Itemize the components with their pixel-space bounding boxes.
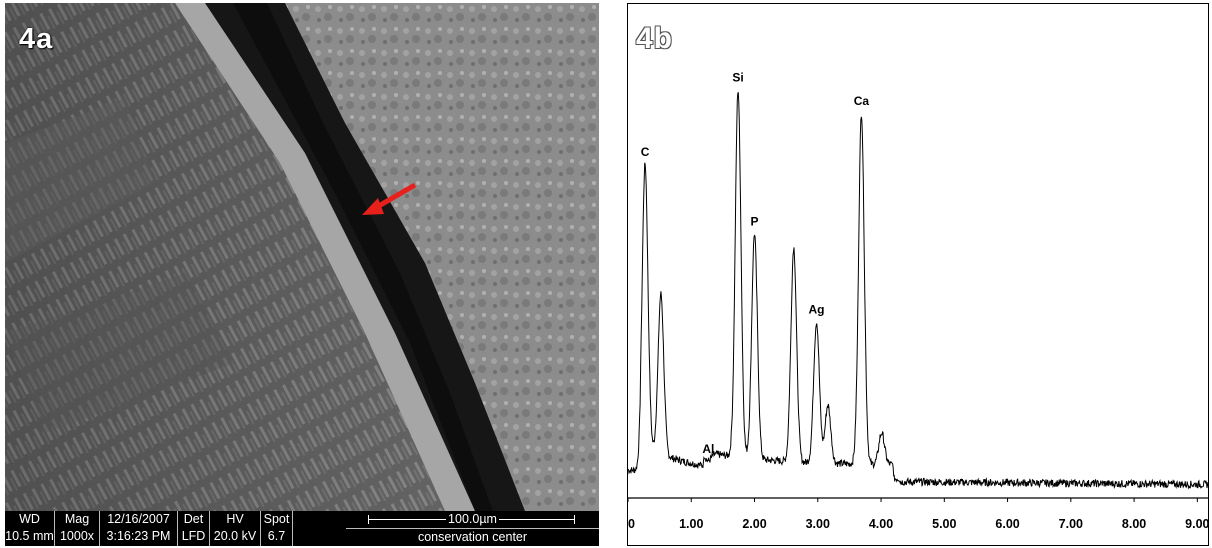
peak-label-ca: Ca	[854, 94, 870, 108]
sem-micrograph-image	[5, 3, 599, 511]
pointer-arrow-head	[362, 198, 384, 215]
spectrum-trace	[628, 92, 1208, 490]
databar-wd: WD 10.5 mm	[5, 511, 55, 546]
databar-date: 12/16/2007 3:16:23 PM	[100, 511, 178, 546]
sem-micrograph-panel: 4a WD 10.5 mm Mag 1000x 12/16/2007 3:16:23 …	[5, 3, 599, 546]
x-tick-label: 1.00	[679, 517, 703, 531]
scale-bar: 100.0µm conservation center	[346, 511, 599, 546]
x-tick-label: 9.00	[1185, 517, 1209, 531]
x-tick-label: 8.00	[1122, 517, 1146, 531]
panel-label-4b: 4b	[636, 22, 674, 55]
sem-info-bar: WD 10.5 mm Mag 1000x 12/16/2007 3:16:23 PM …	[5, 511, 599, 546]
peak-label-p: P	[751, 215, 759, 229]
eds-spectrum-panel: 00 1.00 2.00 3.00 4.00 5.00 6.00 7.00 8.00 9.00 C…	[627, 3, 1209, 546]
lab-name: conservation center	[346, 528, 599, 546]
x-tick-label: 5.00	[932, 517, 956, 531]
scale-bar-label: 100.0µm	[446, 512, 499, 526]
databar-det: Det LFD	[178, 511, 210, 546]
peak-label-c: C	[641, 145, 650, 159]
databar-mag: Mag 1000x	[55, 511, 100, 546]
pointer-arrow-shaft	[375, 182, 417, 210]
x-tick-label: 3.00	[806, 517, 830, 531]
eds-spectrum-chart: 00 1.00 2.00 3.00 4.00 5.00 6.00 7.00 8.00 9.00 C…	[628, 71, 1209, 531]
databar-hv: HV 20.0 kV	[210, 511, 261, 546]
peak-label-al: Al	[702, 442, 714, 456]
peak-label-si: Si	[732, 71, 743, 85]
x-tick-label: 4.00	[869, 517, 893, 531]
databar-spot: Spot 6.7	[261, 511, 293, 546]
x-tick-label: 7.00	[1059, 517, 1083, 531]
panel-label-4a: 4a	[19, 23, 54, 55]
x-tick-label: 00	[628, 517, 635, 531]
x-tick-label: 6.00	[995, 517, 1019, 531]
x-tick-label: 2.00	[742, 517, 766, 531]
peak-label-ag: Ag	[809, 303, 825, 317]
